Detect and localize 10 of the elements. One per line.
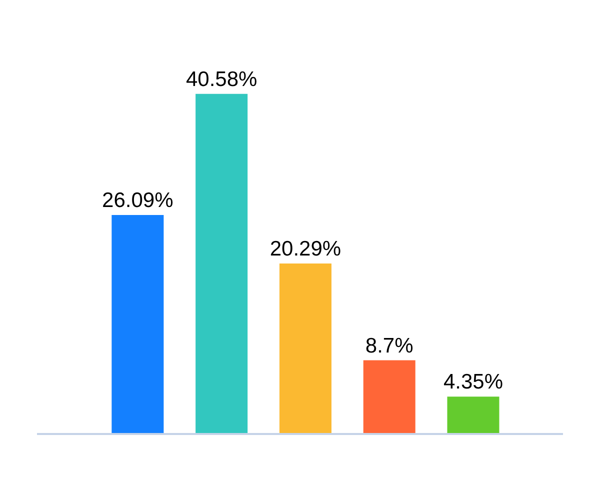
bar xyxy=(279,263,332,433)
bar xyxy=(363,360,416,433)
bar xyxy=(196,94,248,433)
bar xyxy=(447,396,500,433)
data-label: 20.29% xyxy=(270,237,342,260)
data-label: 26.09% xyxy=(102,188,174,212)
data-label: 4.35% xyxy=(443,370,504,394)
data-label: 8.7% xyxy=(365,334,414,358)
data-label: 40.58% xyxy=(186,68,258,91)
bar xyxy=(112,214,164,433)
